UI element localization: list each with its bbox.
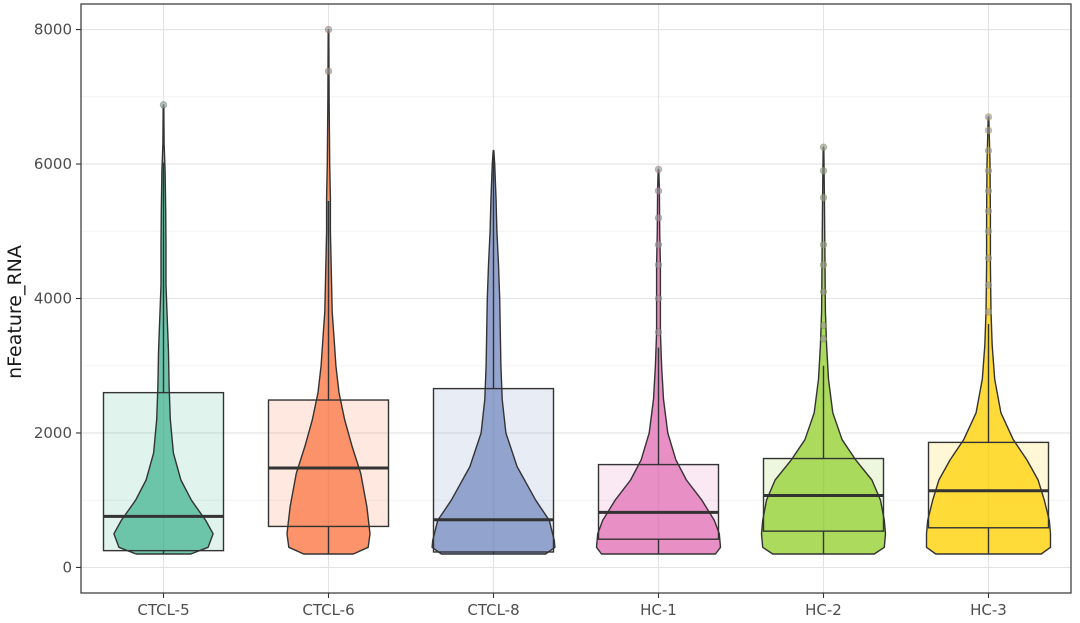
outlier-point bbox=[819, 261, 828, 269]
outlier-point bbox=[984, 126, 993, 135]
x-tick-label: HC-1 bbox=[640, 601, 677, 619]
y-tick-label: 6000 bbox=[34, 155, 72, 173]
outlier-point bbox=[984, 308, 993, 316]
outlier-point bbox=[984, 113, 993, 121]
outlier-point bbox=[984, 254, 993, 262]
x-tick-label: CTCL-6 bbox=[302, 601, 354, 619]
outlier-point bbox=[819, 335, 828, 343]
outlier-point bbox=[654, 187, 663, 195]
outlier-point bbox=[819, 321, 828, 330]
outlier-point bbox=[819, 241, 828, 249]
outlier-point bbox=[819, 288, 828, 296]
outlier-point bbox=[159, 101, 168, 109]
outlier-point bbox=[654, 261, 663, 269]
x-tick-label: CTCL-8 bbox=[467, 601, 519, 619]
outlier-point bbox=[654, 294, 663, 303]
outlier-point bbox=[819, 167, 828, 175]
outlier-point bbox=[984, 187, 993, 195]
outlier-point bbox=[654, 165, 663, 174]
outlier-point bbox=[984, 281, 993, 289]
x-tick-label: CTCL-5 bbox=[137, 601, 189, 619]
grid-layer bbox=[81, 4, 1071, 593]
outlier-point bbox=[324, 25, 333, 34]
outlier-point bbox=[654, 241, 663, 249]
y-tick-label: 2000 bbox=[34, 424, 72, 442]
y-tick-label: 4000 bbox=[34, 290, 72, 308]
axis-layer: 0 2000 4000 6000 8000 CTCL-5 CTCL-6 CTCL-8 HC-1 H… bbox=[34, 21, 1007, 619]
y-tick-label: 8000 bbox=[34, 21, 72, 39]
x-tick-label: HC-2 bbox=[805, 601, 842, 619]
outlier-point bbox=[324, 67, 333, 75]
y-axis-title: nFeature_RNA bbox=[4, 245, 26, 379]
outlier-point bbox=[984, 167, 993, 175]
box-layer bbox=[102, 25, 1050, 555]
outlier-point bbox=[984, 146, 993, 155]
y-tick-label: 0 bbox=[62, 558, 72, 576]
outlier-point bbox=[654, 328, 663, 336]
outlier-point bbox=[819, 143, 828, 151]
outlier-point bbox=[654, 214, 663, 222]
outlier-point bbox=[819, 193, 828, 202]
outlier-point bbox=[984, 207, 993, 215]
x-tick-label: HC-3 bbox=[970, 601, 1007, 619]
outlier-point bbox=[984, 227, 993, 235]
